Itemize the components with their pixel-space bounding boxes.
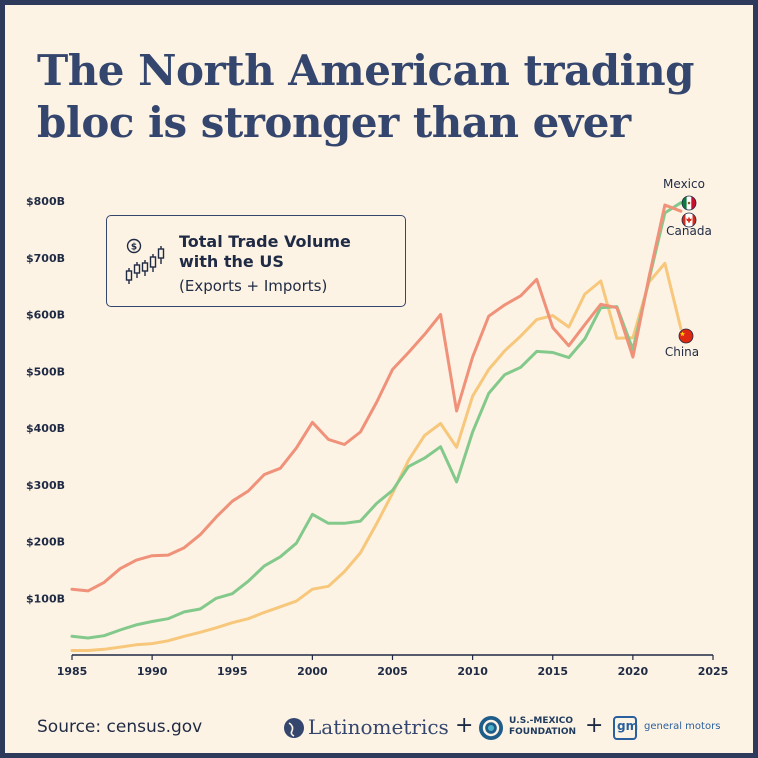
y-tick-label: $500B [26, 365, 65, 378]
y-tick-label: $700B [26, 252, 65, 265]
source-text: Source: census.gov [37, 717, 203, 737]
y-tick-label: $200B [26, 536, 65, 549]
x-tick-label: 2000 [297, 665, 328, 678]
x-tick-label: 2010 [457, 665, 488, 678]
x-tick-label: 1995 [217, 665, 248, 678]
plus-separator: + [455, 713, 474, 738]
y-tick-label: $600B [26, 309, 65, 322]
svg-text:$: $ [131, 243, 137, 253]
line-chart: $100B $200B $300B $400B $500B $600B $700B $800B… [26, 177, 729, 678]
legend-subtitle: (Exports + Imports) [179, 277, 328, 295]
latinometrics-logo: Latinometrics [308, 715, 449, 739]
usmf-logo-line-1: U.S.-MEXICO [509, 716, 574, 726]
series-line-china [70, 261, 683, 652]
page-title: The North American trading bloc is stron… [37, 46, 694, 147]
source-credit: Source: census.gov [37, 717, 202, 737]
gm-badge-text: gm [617, 719, 639, 733]
y-tick-label: $400B [26, 422, 65, 435]
x-tick-label: 2020 [618, 665, 649, 678]
y-axis: $100B $200B $300B $400B $500B $600B $700B $800B [26, 195, 65, 605]
china-flag-icon [678, 328, 694, 344]
mexico-flag-icon [681, 195, 697, 211]
series-label-canada: Canada [666, 224, 712, 238]
y-tick-label: $300B [26, 479, 65, 492]
gm-badge: gm [613, 716, 639, 740]
canada-flag-icon [681, 212, 697, 228]
series-line-mexico [70, 201, 683, 640]
series-end-markers [678, 195, 697, 344]
x-tick-label: 1985 [57, 665, 88, 678]
plus-separator-2: + [585, 713, 604, 738]
usmf-logo-icon [479, 716, 503, 740]
y-tick-label: $800B [26, 195, 65, 208]
latinometrics-globe-icon [284, 718, 304, 738]
candlestick-dollar-icon: $ [125, 238, 165, 284]
legend-title-line-2: with the US [179, 252, 284, 271]
usmf-logo-line-2: FOUNDATION [509, 727, 577, 737]
series-label-mexico: Mexico [663, 177, 705, 191]
series-lines [70, 201, 683, 652]
gm-logo-text: general motors [644, 721, 721, 732]
y-tick-label: $100B [26, 592, 65, 605]
x-tick-label: 1990 [137, 665, 168, 678]
poster: The North American trading bloc is stron… [5, 5, 753, 753]
series-line-canada [70, 203, 683, 593]
legend-box: $ Total Trade Volume with the US (Export… [106, 215, 406, 307]
x-axis-ticks: 1985 1990 1995 2000 2005 2010 2015 2020 2025 [57, 655, 729, 678]
x-tick-label: 2005 [377, 665, 408, 678]
series-label-china: China [665, 345, 699, 359]
x-tick-label: 2025 [698, 665, 729, 678]
x-tick-label: 2015 [537, 665, 568, 678]
legend-title-line-1: Total Trade Volume [179, 232, 351, 251]
